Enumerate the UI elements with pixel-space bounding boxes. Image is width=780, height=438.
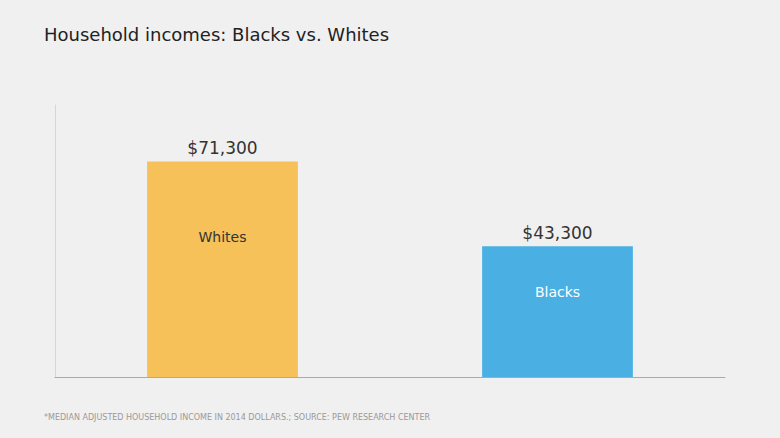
svg-text:*MEDIAN ADJUSTED HOUSEHOLD INC: *MEDIAN ADJUSTED HOUSEHOLD INCOME IN 201…: [44, 413, 430, 422]
svg-text:Whites: Whites: [198, 229, 246, 245]
svg-text:$43,300: $43,300: [522, 223, 592, 243]
svg-text:Blacks: Blacks: [535, 284, 580, 300]
svg-text:$71,300: $71,300: [187, 138, 257, 158]
svg-text:Household incomes: Blacks vs.: Household incomes: Blacks vs. Whites: [44, 24, 389, 45]
